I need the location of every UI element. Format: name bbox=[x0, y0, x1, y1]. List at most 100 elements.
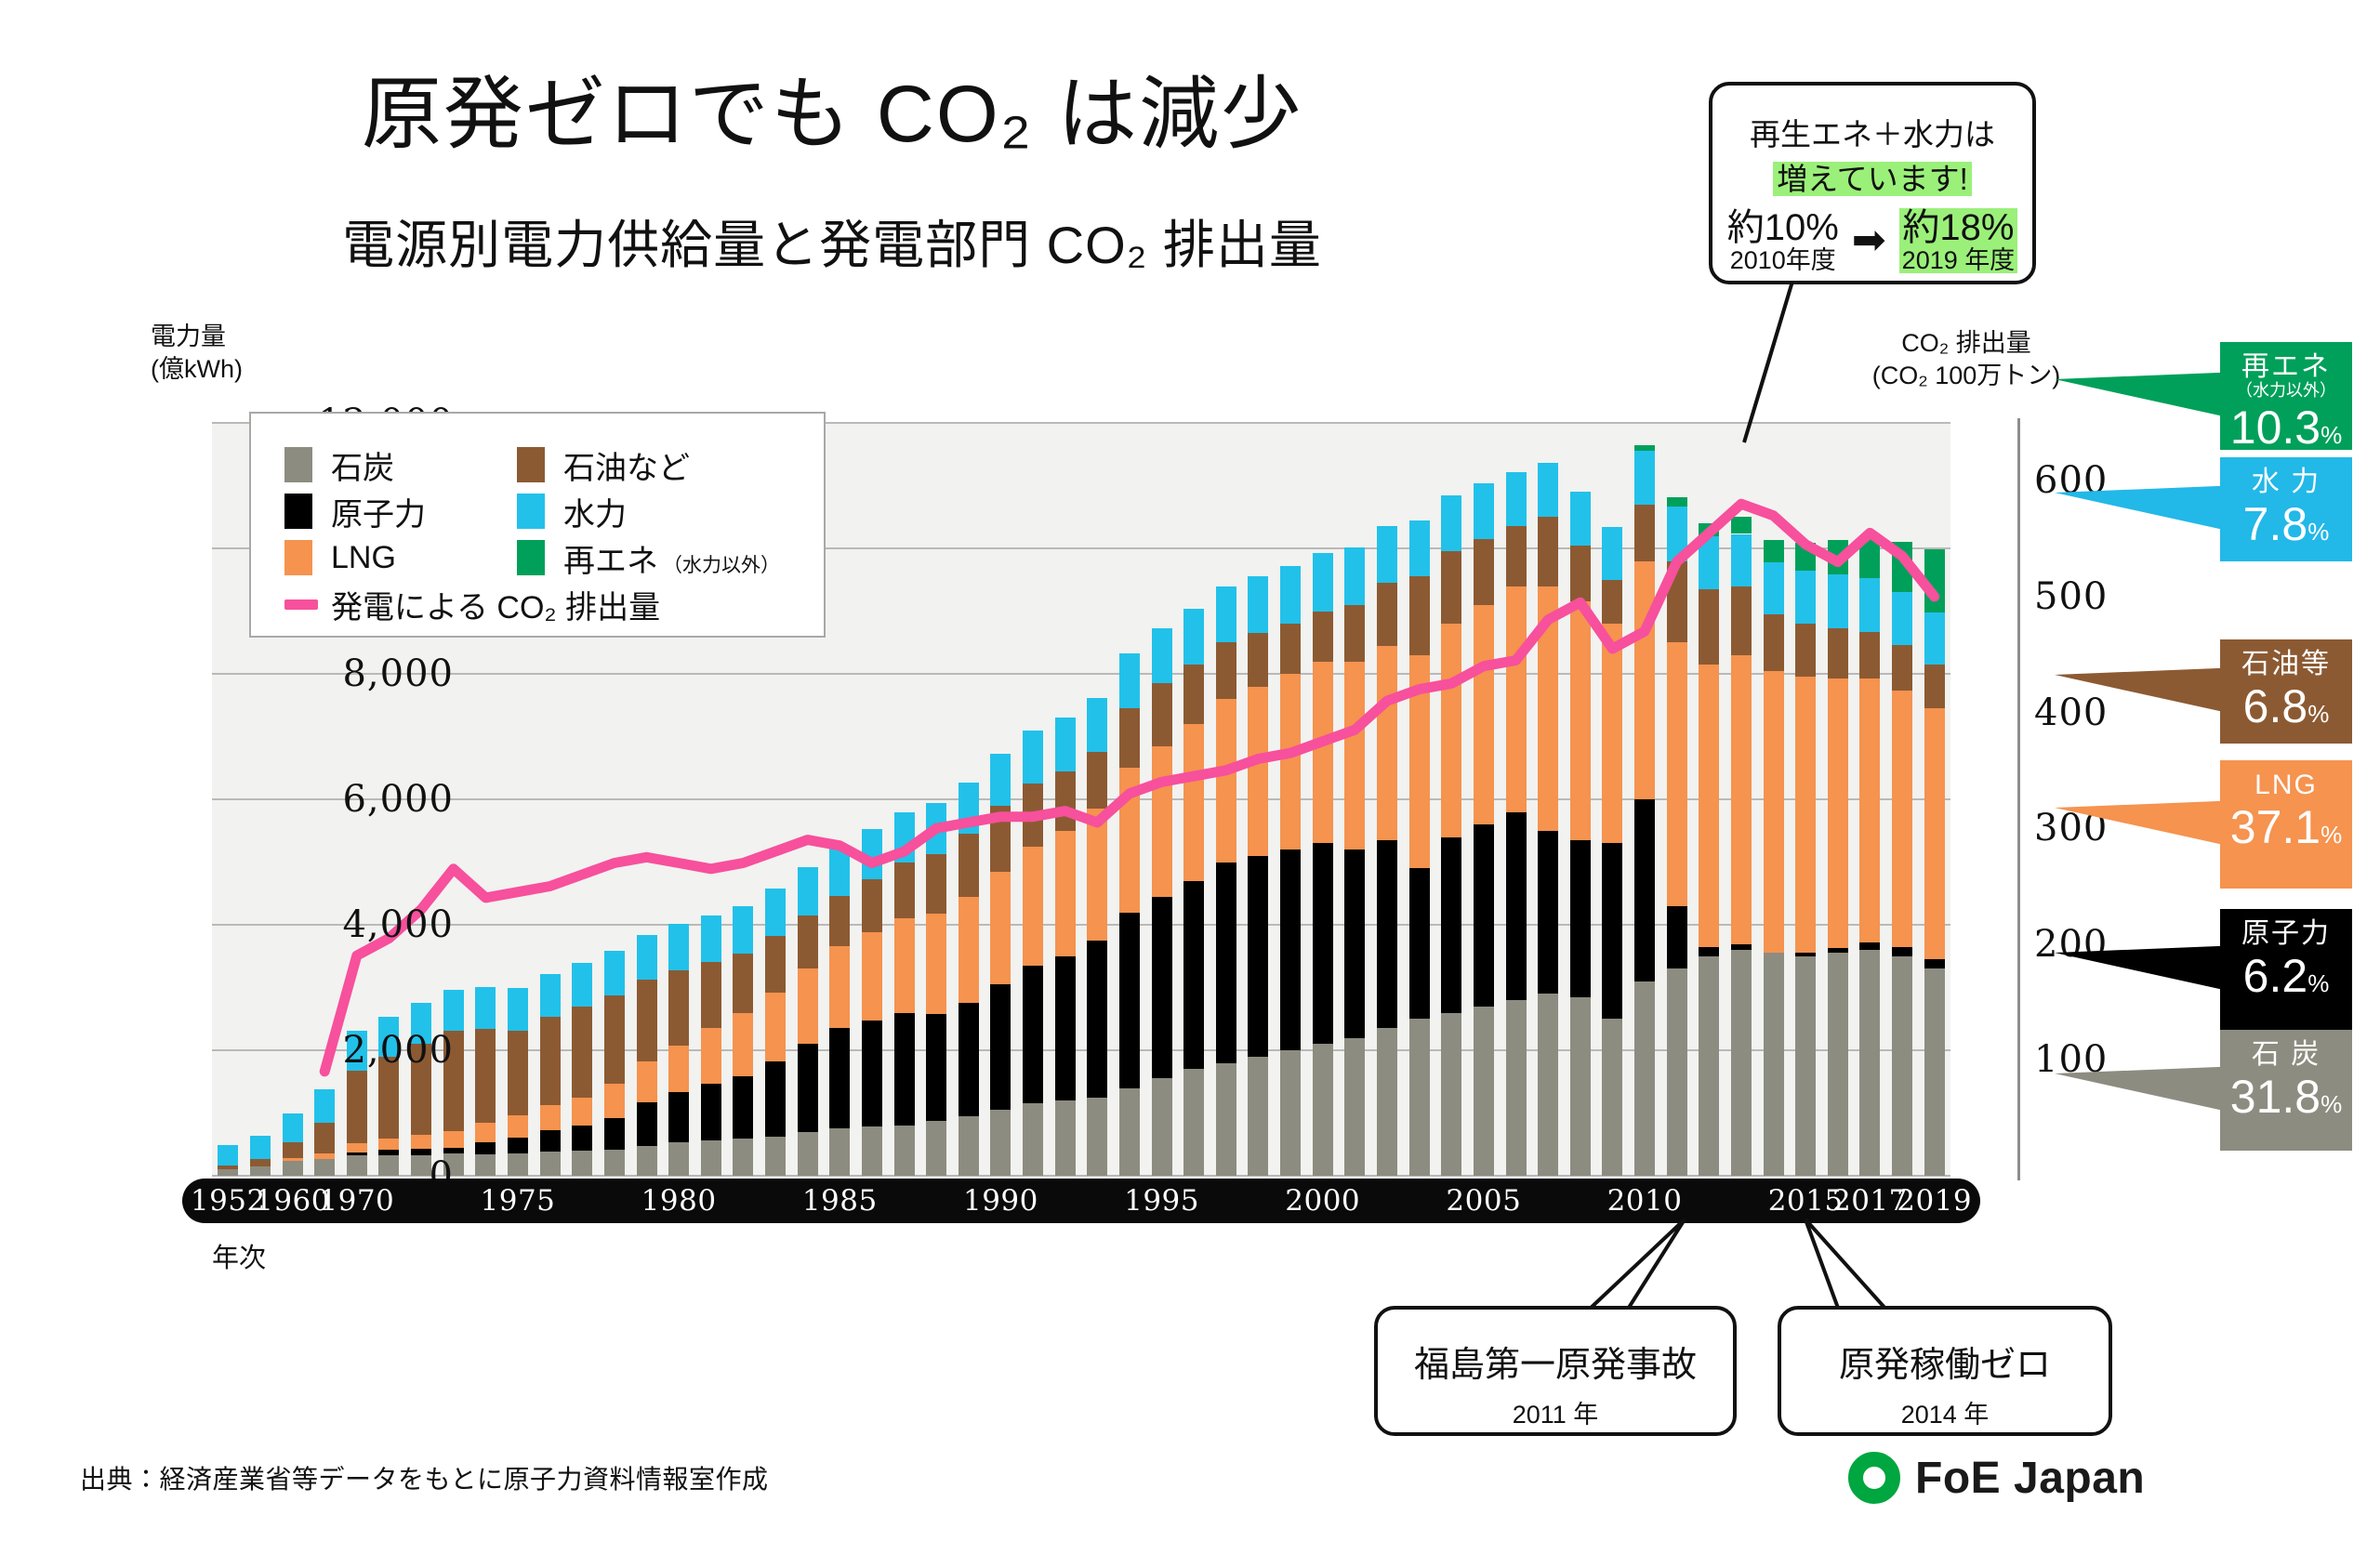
bar-segment-coal bbox=[1280, 1050, 1302, 1176]
bar-segment-oil bbox=[346, 1071, 367, 1143]
bar-2001 bbox=[1344, 423, 1366, 1176]
bar-segment-coal bbox=[475, 1154, 496, 1176]
bar-segment-hydro bbox=[1215, 586, 1236, 643]
chart-legend: 石炭 石油など 原子力 水力 LNG 再エネ （水力以外） 発電による CO₂ 排出量 bbox=[249, 412, 826, 638]
bar-1987 bbox=[893, 423, 915, 1176]
bar-segment-hydro bbox=[1505, 471, 1527, 527]
share-tile-name: LNG bbox=[2254, 770, 2318, 800]
bar-segment-coal bbox=[1924, 968, 1945, 1176]
gridline bbox=[212, 422, 1950, 424]
logo-wordmark: FoE Japan bbox=[1915, 1453, 2146, 1503]
percent-sign: % bbox=[2307, 700, 2330, 728]
bar-segment-oil bbox=[1634, 504, 1656, 561]
bar-segment-lng bbox=[507, 1115, 528, 1138]
bar-1998 bbox=[1248, 423, 1269, 1176]
legend-item: LNG bbox=[284, 540, 517, 576]
bar-segment-lng bbox=[1602, 624, 1623, 844]
bar-2009 bbox=[1602, 423, 1623, 1176]
callout-renewable: 再生エネ＋水力は 増えています! 約10% 2010年度 ➡ 約18% 2019… bbox=[1709, 82, 2036, 284]
bar-segment-hydro bbox=[1699, 535, 1720, 589]
bar-segment-nuclear bbox=[797, 1044, 818, 1132]
bar-segment-hydro bbox=[218, 1144, 239, 1166]
bar-segment-coal bbox=[1183, 1069, 1205, 1176]
bar-segment-hydro bbox=[1441, 495, 1462, 552]
bar-segment-coal bbox=[636, 1146, 657, 1176]
bar-1992 bbox=[1054, 423, 1076, 1176]
bar-segment-oil bbox=[1376, 583, 1397, 646]
share-tile-value: 10.3% bbox=[2229, 401, 2343, 454]
bar-segment-hydro bbox=[1538, 463, 1559, 518]
bar-1997 bbox=[1215, 423, 1236, 1176]
bar-segment-coal bbox=[733, 1139, 754, 1176]
bar-segment-nuclear bbox=[1892, 947, 1913, 956]
callout-fukushima-title: 福島第一原発事故 bbox=[1413, 1346, 1697, 1385]
bar-segment-hydro bbox=[1054, 718, 1076, 771]
bar-segment-lng bbox=[700, 1027, 721, 1085]
bar-segment-oil bbox=[249, 1158, 271, 1166]
bar-segment-hydro bbox=[475, 986, 496, 1030]
bar-1993 bbox=[1087, 423, 1108, 1176]
bar-segment-lng bbox=[829, 945, 851, 1028]
bar-2004 bbox=[1441, 423, 1462, 1176]
bar-segment-hydro bbox=[1023, 731, 1044, 784]
bar-2007 bbox=[1538, 423, 1559, 1176]
bar-segment-lng bbox=[1892, 690, 1913, 948]
bar-segment-hydro bbox=[1569, 492, 1591, 546]
bar-segment-nuclear bbox=[411, 1148, 432, 1155]
bar-segment-oil bbox=[1859, 631, 1881, 679]
bar-segment-lng bbox=[1473, 604, 1494, 824]
bar-2002 bbox=[1376, 423, 1397, 1176]
legend-item: 水力 bbox=[517, 489, 749, 534]
legend-swatch-icon bbox=[517, 447, 545, 482]
bar-segment-oil bbox=[475, 1029, 496, 1124]
bar-segment-renew bbox=[1730, 516, 1752, 534]
bar-segment-hydro bbox=[1183, 608, 1205, 665]
callout-nuclear-zero-title: 原発稼働ゼロ bbox=[1838, 1346, 2051, 1385]
bar-segment-nuclear bbox=[829, 1027, 851, 1128]
bar-segment-oil bbox=[797, 915, 818, 969]
legend-swatch-icon bbox=[284, 494, 312, 529]
share-tile-lng: LNG 37.1% bbox=[2220, 760, 2352, 889]
legend-row: 石炭 石油など bbox=[284, 441, 805, 488]
bar-segment-renew bbox=[1634, 444, 1656, 452]
bar-segment-coal bbox=[893, 1126, 915, 1176]
bar-segment-coal bbox=[1730, 950, 1752, 1176]
bar-segment-renew bbox=[1763, 540, 1784, 562]
bar-segment-nuclear bbox=[507, 1137, 528, 1153]
bar-segment-hydro bbox=[636, 934, 657, 981]
bar-segment-oil bbox=[926, 853, 947, 914]
bar-segment-lng bbox=[1569, 601, 1591, 840]
tile-pointer-nuclear bbox=[2055, 945, 2241, 994]
bar-2008 bbox=[1569, 423, 1591, 1176]
bar-segment-hydro bbox=[765, 888, 787, 937]
bar-segment-hydro bbox=[990, 753, 1012, 806]
bar-segment-renew bbox=[1666, 497, 1687, 507]
bar-segment-hydro bbox=[1924, 612, 1945, 665]
bar-segment-coal bbox=[1344, 1037, 1366, 1176]
share-tile-nuclear: 原子力 6.2% bbox=[2220, 909, 2352, 1030]
bar-segment-oil bbox=[1924, 664, 1945, 709]
bar-segment-nuclear bbox=[1183, 880, 1205, 1070]
bar-segment-lng bbox=[1924, 708, 1945, 960]
bar-segment-coal bbox=[507, 1152, 528, 1176]
bar-segment-lng bbox=[1248, 686, 1269, 856]
bar-2013 bbox=[1730, 423, 1752, 1176]
bar-segment-nuclear bbox=[1023, 965, 1044, 1104]
bar-segment-coal bbox=[411, 1154, 432, 1176]
bar-segment-oil bbox=[282, 1141, 303, 1159]
bar-segment-coal bbox=[314, 1159, 336, 1176]
bar-segment-lng bbox=[603, 1083, 625, 1118]
legend-swatch-icon bbox=[284, 447, 312, 482]
y-axis-tick: 2,000 bbox=[342, 1029, 454, 1072]
bar-segment-nuclear bbox=[1569, 839, 1591, 997]
bar-segment-lng bbox=[475, 1123, 496, 1142]
bar-segment-nuclear bbox=[1087, 940, 1108, 1098]
bar-1985 bbox=[829, 423, 851, 1176]
bar-segment-coal bbox=[346, 1155, 367, 1176]
bar-segment-nuclear bbox=[475, 1141, 496, 1155]
bar-segment-lng bbox=[1344, 661, 1366, 850]
bar-2018 bbox=[1892, 423, 1913, 1176]
bar-segment-coal bbox=[1892, 955, 1913, 1176]
legend-label: 石油など bbox=[563, 450, 690, 486]
bar-segment-coal bbox=[282, 1161, 303, 1176]
